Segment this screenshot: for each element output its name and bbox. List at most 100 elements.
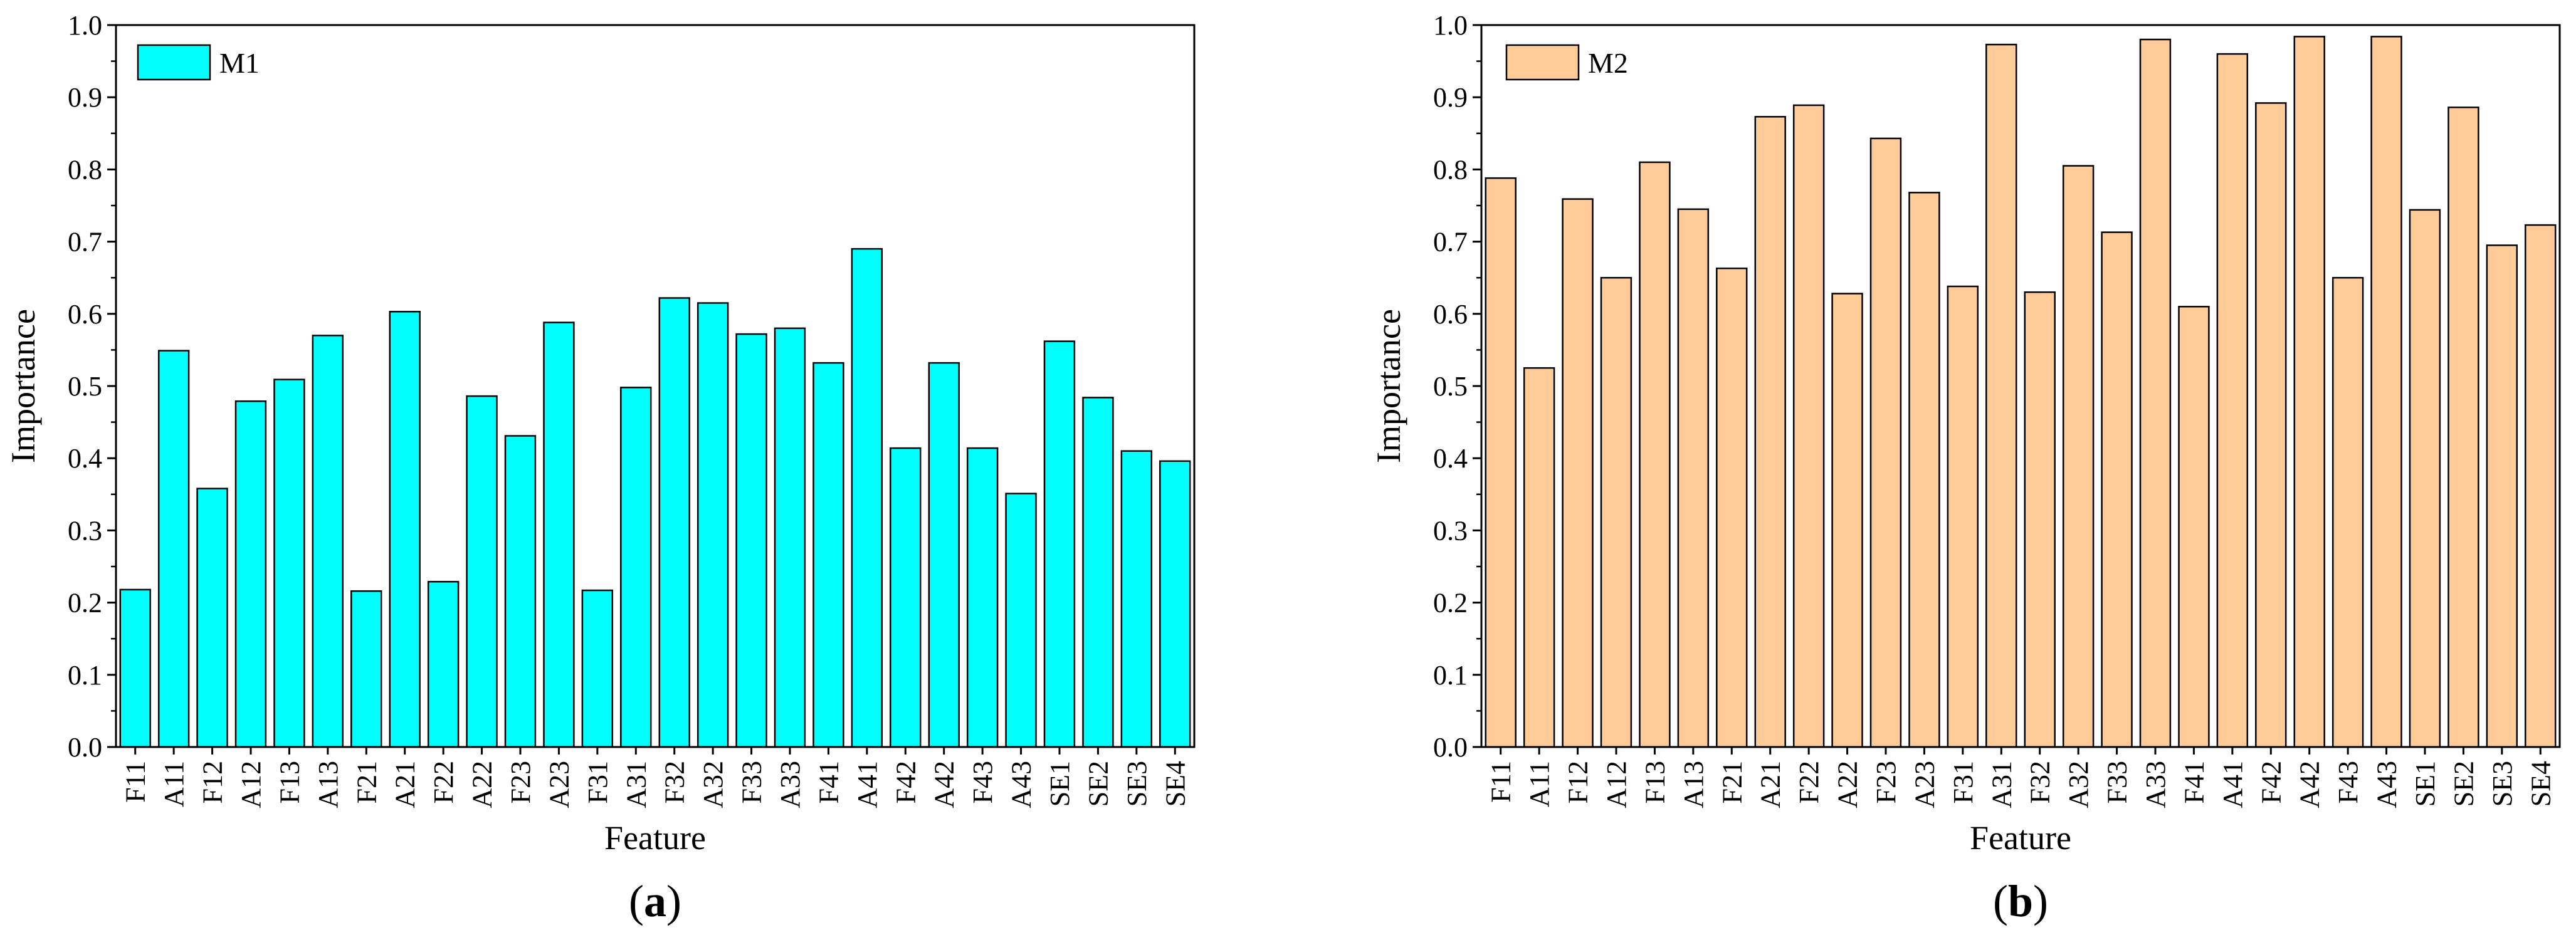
y-tick-label: 0.1 (68, 660, 102, 691)
bar-a41 (851, 248, 883, 748)
bar-a42 (928, 362, 960, 748)
bar-a32 (2062, 165, 2095, 748)
bar-a33 (2139, 38, 2172, 748)
x-tick-label: A41 (852, 761, 883, 808)
x-tick-label: F31 (582, 761, 613, 803)
legend-swatch (1505, 44, 1580, 81)
x-tick-label: SE3 (2487, 761, 2518, 807)
x-tick-label: A43 (2372, 761, 2402, 808)
bar-a22 (1831, 293, 1863, 748)
x-tick-label: A33 (775, 761, 806, 808)
x-tick-label: A41 (2217, 761, 2248, 808)
bar-a12 (234, 400, 267, 748)
y-tick-label: 0.3 (1433, 515, 1468, 546)
x-tick-label: A32 (2063, 761, 2094, 808)
x-tick-label: F41 (813, 761, 844, 803)
x-tick-label: A22 (1832, 761, 1863, 808)
bar-se2 (1082, 397, 1114, 748)
x-tick-label: SE4 (2525, 761, 2556, 807)
x-tick-label: F42 (890, 761, 921, 803)
bar-a13 (312, 335, 344, 748)
chart-panel-a: 0.0 0.1 0.2 0.3 0.4 0.5 0.6 0.7 0.8 0.9 1.0 F11 A11 F… (4, 10, 1196, 926)
legend-label: M2 (1588, 47, 1628, 79)
bar-f22 (427, 580, 460, 748)
y-tick-label: 0.5 (68, 371, 102, 402)
x-tick-label: F11 (1486, 761, 1517, 803)
x-tick-label: F21 (1716, 761, 1747, 803)
x-tick-label: A21 (390, 761, 421, 808)
bar-a11 (1523, 367, 1555, 748)
bar-a22 (466, 395, 498, 748)
x-tick-label: SE4 (1160, 761, 1191, 807)
x-tick-label: A22 (467, 761, 498, 808)
y-tick-label: 0.6 (68, 299, 102, 330)
x-tick-label: F43 (2333, 761, 2363, 803)
bar-f32 (658, 297, 690, 748)
x-tick-label: F21 (351, 761, 382, 803)
y-tick-label: 0.1 (1433, 660, 1468, 691)
bar-f42 (2255, 102, 2287, 748)
x-tick-label: A11 (159, 761, 189, 807)
x-tick-label: F23 (505, 761, 536, 803)
x-tick-label: A12 (1601, 761, 1632, 808)
y-tick-label: 0.0 (68, 732, 102, 763)
y-tick-label: 0.7 (1433, 227, 1468, 258)
x-tick-label: F42 (2256, 761, 2286, 803)
bar-a41 (2216, 53, 2249, 748)
x-tick-label: F32 (660, 761, 690, 803)
bar-a23 (1908, 192, 1940, 748)
bar-se1 (2409, 209, 2441, 748)
y-axis-label: Importance (1370, 309, 1407, 463)
bar-a11 (157, 350, 190, 748)
bar-f41 (812, 362, 844, 748)
bar-f43 (966, 447, 999, 748)
x-tick-label: A21 (1755, 761, 1786, 808)
bar-a31 (620, 387, 652, 748)
bar-a13 (1677, 208, 1710, 748)
bar-f43 (2332, 276, 2364, 748)
bar-f41 (2178, 306, 2210, 748)
x-tick-label: A33 (2140, 761, 2171, 808)
y-tick-label: 0.4 (68, 443, 102, 474)
bar-f13 (273, 379, 305, 748)
panel-label: (b) (1993, 876, 2048, 926)
bar-f22 (1792, 104, 1825, 748)
x-tick-label: F22 (1794, 761, 1824, 803)
x-axis-label: Feature (604, 819, 706, 857)
y-tick-label: 0.9 (1433, 82, 1468, 113)
legend-label: M1 (219, 47, 260, 79)
x-tick-label: F41 (2179, 761, 2209, 803)
bar-f23 (1869, 137, 1902, 748)
bar-f12 (196, 488, 228, 748)
bar-a31 (1985, 43, 2017, 748)
bar-se4 (1159, 460, 1191, 748)
y-tick-label: 0.0 (1433, 732, 1468, 763)
bar-f31 (581, 589, 614, 748)
x-axis-label: Feature (1970, 819, 2071, 857)
legend-swatch (137, 44, 211, 81)
bar-f11 (1485, 177, 1517, 748)
y-tick-label: 1.0 (1433, 10, 1468, 41)
bar-f33 (735, 333, 767, 748)
x-tick-label: A42 (2295, 761, 2325, 808)
x-tick-label: F12 (1563, 761, 1594, 803)
y-tick-label: 0.9 (68, 82, 102, 113)
x-tick-label: A13 (1678, 761, 1709, 808)
x-tick-label: SE2 (1083, 761, 1113, 807)
bar-a32 (697, 302, 729, 748)
y-tick-label: 0.2 (1433, 588, 1468, 619)
x-tick-label: A42 (929, 761, 960, 808)
bar-f23 (504, 435, 537, 748)
x-tick-label: F13 (274, 761, 305, 803)
bar-f12 (1562, 198, 1594, 748)
bar-a21 (389, 311, 421, 748)
chart-panel-b: 0.0 0.1 0.2 0.3 0.4 0.5 0.6 0.7 0.8 0.9 1.0 F11 A11 F… (1370, 10, 2561, 926)
x-tick-label: A13 (313, 761, 344, 808)
y-tick-label: 0.3 (68, 515, 102, 546)
y-tick-label: 0.4 (1433, 443, 1468, 474)
x-tick-label: SE1 (1044, 761, 1075, 807)
x-tick-label: F33 (2102, 761, 2133, 803)
bar-f42 (890, 447, 922, 748)
x-tick-label: A31 (1986, 761, 2017, 808)
